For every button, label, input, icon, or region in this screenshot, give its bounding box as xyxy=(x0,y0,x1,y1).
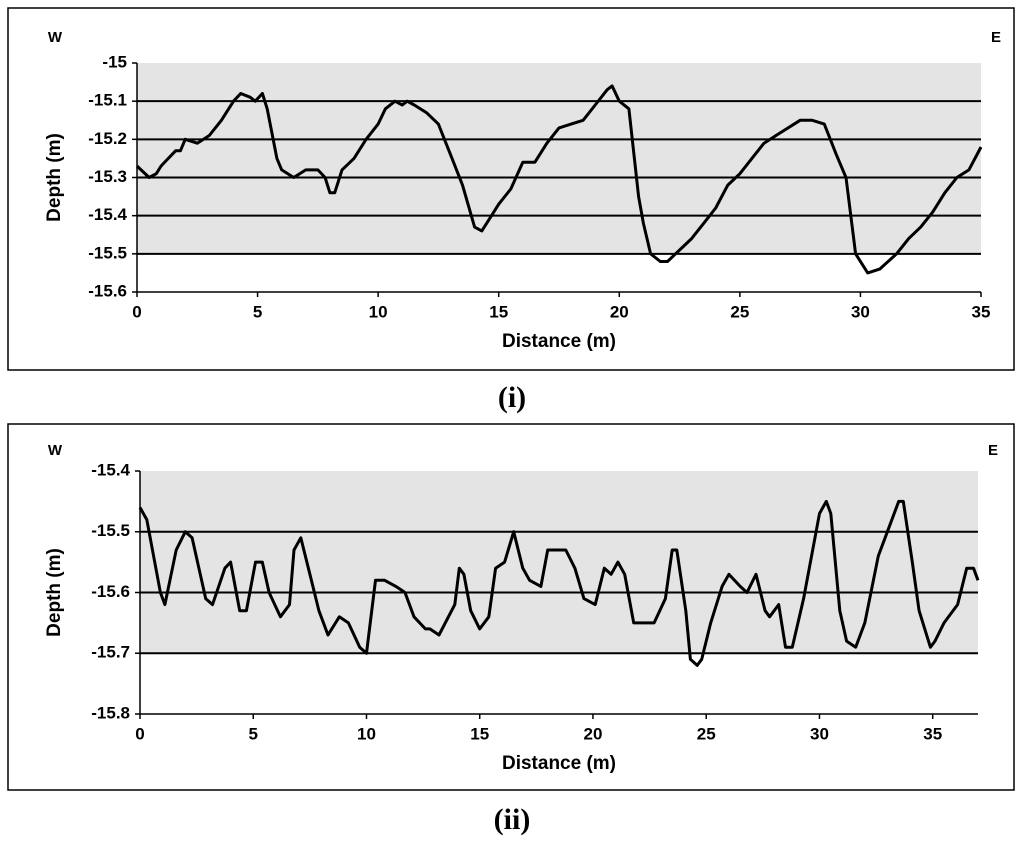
direction-label: E xyxy=(991,29,1001,46)
x-tick-label: 10 xyxy=(369,302,388,321)
y-tick-label: -15.6 xyxy=(88,281,127,300)
y-tick-label: -15.1 xyxy=(88,91,127,110)
y-tick-label: -15.7 xyxy=(91,643,130,662)
x-tick-label: 30 xyxy=(810,724,829,743)
y-tick-label: -15.4 xyxy=(91,460,130,479)
direction-label: E xyxy=(988,442,998,459)
y-tick-label: -15.5 xyxy=(88,243,127,262)
y-tick-label: -15.2 xyxy=(88,129,127,148)
y-axis-title: Depth (m) xyxy=(44,548,65,637)
x-tick-label: 25 xyxy=(730,302,749,321)
y-tick-label: -15 xyxy=(102,52,127,71)
y-tick-label: -15.6 xyxy=(91,582,130,601)
y-tick-label: -15.5 xyxy=(91,521,130,540)
x-tick-label: 0 xyxy=(132,302,141,321)
x-tick-label: 15 xyxy=(489,302,508,321)
direction-label: W xyxy=(48,29,63,46)
x-axis-title: Distance (m) xyxy=(502,753,616,774)
depth-profile xyxy=(135,84,983,275)
panel-frame xyxy=(7,423,1015,791)
x-tick-label: 35 xyxy=(923,724,942,743)
direction-label: W xyxy=(48,442,63,459)
panel-frame xyxy=(7,7,1015,371)
y-axis-title: Depth (m) xyxy=(44,133,65,222)
panel-caption: (ii) xyxy=(494,803,531,836)
x-tick-label: 0 xyxy=(135,724,144,743)
panel-caption: (i) xyxy=(498,381,526,414)
x-axis-title: Distance (m) xyxy=(502,331,616,352)
x-tick-label: 15 xyxy=(470,724,489,743)
shaded-band xyxy=(137,63,981,254)
x-tick-label: 5 xyxy=(249,724,258,743)
x-tick-label: 35 xyxy=(972,302,991,321)
y-tick-label: -15.4 xyxy=(88,205,127,224)
x-tick-label: 20 xyxy=(584,724,603,743)
depth-profile xyxy=(138,499,980,667)
y-tick-label: -15.3 xyxy=(88,167,127,186)
x-tick-label: 25 xyxy=(697,724,716,743)
shaded-band xyxy=(140,471,978,654)
x-tick-label: 10 xyxy=(357,724,376,743)
x-tick-label: 20 xyxy=(610,302,629,321)
y-tick-label: -15.8 xyxy=(91,703,130,722)
x-tick-label: 30 xyxy=(851,302,870,321)
x-tick-label: 5 xyxy=(253,302,262,321)
